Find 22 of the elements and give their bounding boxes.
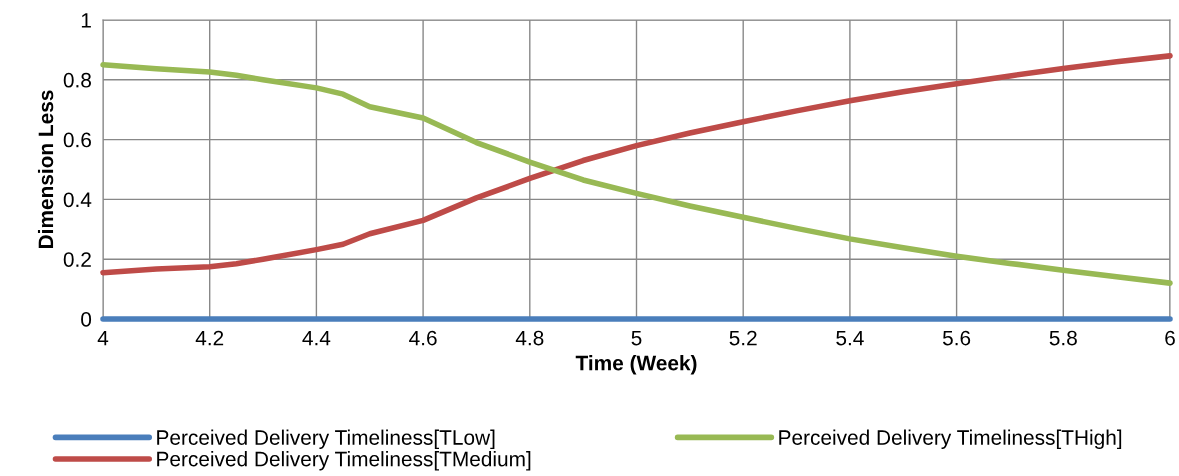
x-axis-title: Time (Week)	[575, 355, 697, 375]
x-tick-label: 5.6	[942, 330, 971, 346]
x-tick-label: 4	[97, 330, 109, 346]
y-tick-label: 1	[81, 13, 91, 28]
y-tick-label: 0.6	[63, 132, 91, 148]
x-tick-label: 4.2	[195, 330, 224, 346]
x-tick-label: 5	[631, 330, 642, 346]
x-tick-label: 5.8	[1049, 330, 1077, 346]
y-tick-label: 0.4	[63, 192, 92, 208]
y-tick-label: 0.8	[63, 72, 91, 88]
x-tick-label: 6	[1165, 330, 1175, 346]
x-tick-label: 5.2	[729, 330, 757, 346]
x-tick-label: 4.8	[515, 330, 544, 346]
x-tick-label: 4.6	[409, 330, 437, 346]
y-axis-title: Dimension Less	[37, 90, 54, 248]
legend-label: Perceived Delivery Timeliness[TLow]	[157, 429, 495, 450]
x-tick-label: 4.4	[302, 330, 331, 346]
legend-label: Perceived Delivery Timeliness[TMedium]	[157, 451, 531, 471]
y-tick-label: 0.2	[63, 252, 91, 267]
x-tick-label: 5.4	[836, 330, 864, 346]
y-tick-label: 0	[81, 312, 92, 327]
legend-label: Perceived Delivery Timeliness[THigh]	[779, 429, 1122, 450]
